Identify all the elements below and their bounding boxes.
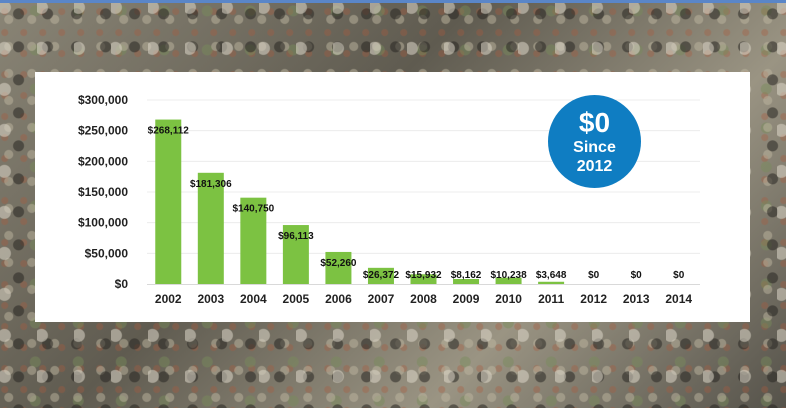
bars bbox=[155, 119, 565, 284]
data-label: $10,238 bbox=[490, 270, 527, 281]
y-tick-label: $200,000 bbox=[78, 154, 128, 168]
bar bbox=[155, 119, 182, 284]
y-tick-label: $0 bbox=[115, 277, 129, 291]
data-label: $0 bbox=[631, 270, 643, 281]
x-axis-tick-labels: 2002 2003 2004 2005 2006 2007 2008 2009 2010 2011… bbox=[155, 292, 692, 306]
x-tick-label: 2014 bbox=[665, 292, 692, 306]
data-label: $3,648 bbox=[536, 270, 567, 281]
top-border-line bbox=[0, 0, 786, 3]
x-tick-label: 2006 bbox=[325, 292, 352, 306]
x-tick-label: 2002 bbox=[155, 292, 182, 306]
bar bbox=[410, 274, 437, 284]
data-label: $8,162 bbox=[451, 270, 482, 281]
badge-line2: 2012 bbox=[576, 157, 613, 175]
y-tick-label: $100,000 bbox=[78, 216, 128, 230]
x-tick-label: 2005 bbox=[283, 292, 310, 306]
bar bbox=[495, 277, 522, 284]
bar bbox=[197, 172, 224, 284]
bar bbox=[453, 278, 480, 284]
bar bbox=[538, 281, 565, 284]
x-tick-label: 2004 bbox=[240, 292, 267, 306]
bar bbox=[367, 267, 394, 284]
y-tick-label: $150,000 bbox=[78, 185, 128, 199]
badge-line1: Since bbox=[573, 138, 616, 156]
data-label: $96,113 bbox=[278, 231, 314, 242]
x-tick-label: 2009 bbox=[453, 292, 480, 306]
zero-since-badge: $0 Since 2012 bbox=[548, 95, 641, 188]
bar bbox=[282, 225, 309, 284]
data-label: $0 bbox=[588, 270, 600, 281]
x-tick-label: 2011 bbox=[538, 292, 564, 306]
data-label: $268,112 bbox=[148, 126, 190, 137]
x-tick-label: 2010 bbox=[495, 292, 522, 306]
data-label: $181,306 bbox=[190, 179, 232, 190]
data-label: $26,372 bbox=[363, 270, 400, 281]
data-labels: $268,112 $181,306 $140,750 $96,113 $52,260 $2… bbox=[148, 126, 685, 281]
badge-value: $0 bbox=[578, 106, 611, 138]
gridlines bbox=[147, 99, 700, 254]
x-tick-label: 2003 bbox=[197, 292, 224, 306]
x-tick-label: 2008 bbox=[410, 292, 437, 306]
data-label: $52,260 bbox=[320, 258, 357, 269]
y-tick-label: $50,000 bbox=[85, 246, 129, 260]
y-tick-label: $300,000 bbox=[78, 93, 128, 107]
bar bbox=[325, 251, 352, 284]
x-tick-label: 2013 bbox=[623, 292, 650, 306]
y-axis-tick-labels: $0 $50,000 $100,000 $150,000 $200,000 $250,00… bbox=[78, 93, 128, 291]
data-label: $15,932 bbox=[405, 270, 442, 281]
x-tick-label: 2007 bbox=[368, 292, 395, 306]
data-label: $140,750 bbox=[232, 204, 274, 215]
x-tick-label: 2012 bbox=[580, 292, 607, 306]
data-label: $0 bbox=[673, 270, 685, 281]
y-tick-label: $250,000 bbox=[78, 124, 128, 138]
bar bbox=[240, 197, 267, 284]
